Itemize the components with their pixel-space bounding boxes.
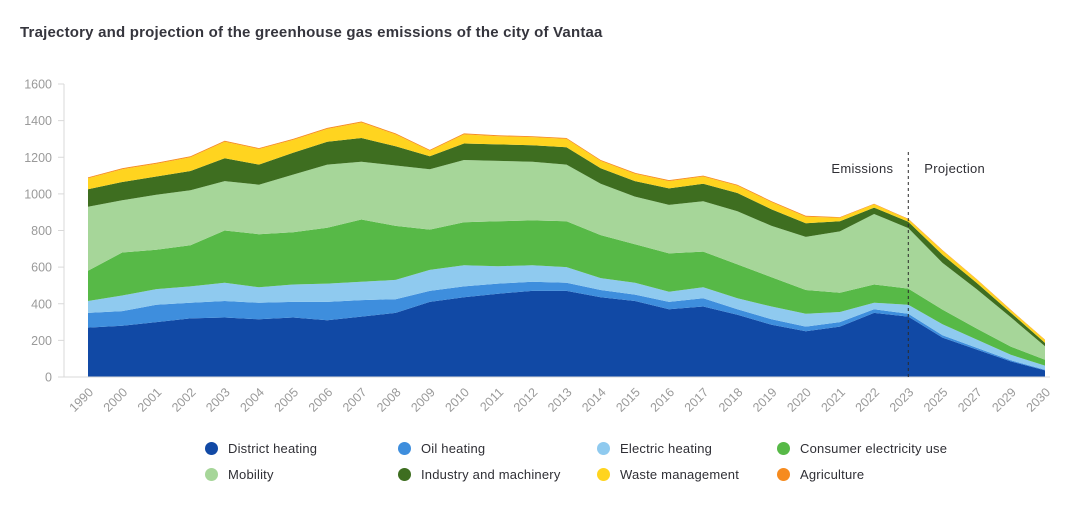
x-axis-label: 2006 — [306, 385, 336, 415]
legend-color-dot — [205, 442, 218, 455]
x-axis-label: 2025 — [921, 385, 951, 415]
emissions-label: Emissions — [831, 161, 893, 176]
y-axis-label: 1600 — [24, 78, 52, 92]
legend-item-waste-management: Waste management — [597, 467, 777, 482]
y-axis-label: 800 — [31, 224, 52, 238]
legend-item-agriculture: Agriculture — [777, 467, 947, 482]
x-axis-label: 2004 — [237, 385, 267, 415]
x-axis-label: 2010 — [443, 385, 473, 415]
x-axis-label: 2020 — [784, 385, 814, 415]
area-oil-heating — [88, 281, 1045, 371]
legend-label: Waste management — [620, 467, 740, 482]
x-axis-label: 2023 — [887, 385, 917, 415]
legend-label: Industry and machinery — [421, 467, 561, 482]
x-axis-label: 2014 — [579, 385, 609, 415]
y-axis-label: 600 — [31, 261, 52, 275]
x-axis-label: 2027 — [955, 385, 985, 415]
x-axis-label: 2021 — [818, 385, 848, 415]
legend-color-dot — [205, 468, 218, 481]
legend-label: Agriculture — [800, 467, 865, 482]
legend-item-district-heating: District heating — [205, 441, 398, 456]
x-axis-label: 2003 — [203, 385, 233, 415]
x-axis-label: 2030 — [1024, 385, 1054, 415]
y-axis-label: 1400 — [24, 114, 52, 128]
area-district-heating — [88, 290, 1045, 377]
x-axis-label: 2022 — [853, 385, 883, 415]
legend-item-electric-heating: Electric heating — [597, 441, 777, 456]
y-axis-label: 400 — [31, 297, 52, 311]
x-axis-label: 2013 — [545, 385, 575, 415]
x-axis-label: 2008 — [374, 385, 404, 415]
legend-item-mobility: Mobility — [205, 467, 398, 482]
x-axis-label: 2018 — [716, 385, 746, 415]
x-axis-label: 2000 — [101, 385, 131, 415]
legend-item-oil-heating: Oil heating — [398, 441, 597, 456]
legend-label: Mobility — [228, 467, 274, 482]
chart-legend: District heating Oil heating Electric heat… — [205, 441, 947, 482]
x-axis-label: 2029 — [989, 385, 1019, 415]
y-axis-label: 1200 — [24, 151, 52, 165]
x-axis-label: 2015 — [613, 385, 643, 415]
legend-color-dot — [777, 442, 790, 455]
legend-color-dot — [777, 468, 790, 481]
legend-color-dot — [398, 442, 411, 455]
legend-item-consumer-electricity-use: Consumer electricity use — [777, 441, 947, 456]
x-axis-label: 2002 — [169, 385, 199, 415]
x-axis-label: 2007 — [340, 385, 370, 415]
area-mobility — [88, 160, 1045, 360]
x-axis-label: 2019 — [750, 385, 780, 415]
x-axis-label: 2001 — [135, 385, 165, 415]
projection-label: Projection — [924, 161, 985, 176]
legend-color-dot — [398, 468, 411, 481]
x-axis-label: 2009 — [408, 385, 438, 415]
legend-label: Consumer electricity use — [800, 441, 948, 456]
x-axis-label: 2012 — [511, 385, 541, 415]
x-axis-label: 2016 — [648, 385, 678, 415]
y-axis-label: 200 — [31, 334, 52, 348]
y-axis-label: 1000 — [24, 187, 52, 201]
legend-item-industry-and-machinery: Industry and machinery — [398, 467, 597, 482]
legend-color-dot — [597, 442, 610, 455]
chart-title: Trajectory and projection of the greenho… — [20, 24, 603, 41]
legend-label: Oil heating — [421, 441, 486, 456]
y-axis-label: 0 — [45, 371, 52, 385]
legend-label: District heating — [228, 441, 318, 456]
legend-color-dot — [597, 468, 610, 481]
area-consumer-electricity-use — [88, 219, 1045, 366]
x-axis-label: 2011 — [477, 385, 506, 414]
x-axis-label: 2005 — [272, 385, 302, 415]
x-axis-label: 2017 — [682, 385, 712, 415]
area-electric-heating — [88, 265, 1045, 370]
legend-label: Electric heating — [620, 441, 713, 456]
x-axis-label: 1990 — [67, 385, 97, 415]
